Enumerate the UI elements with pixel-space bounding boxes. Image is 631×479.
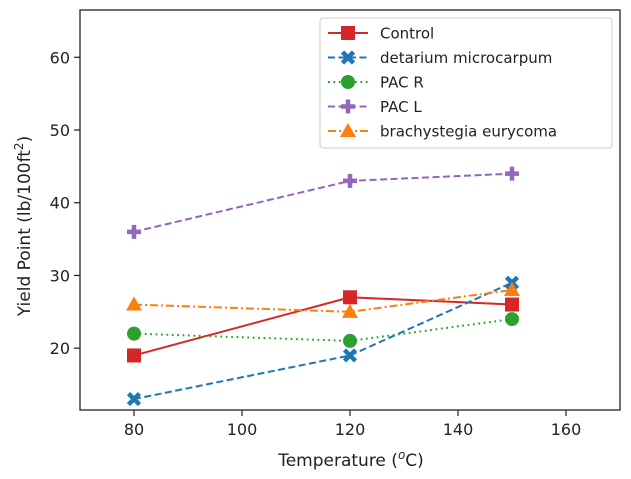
y-axis-label: Yield Point (lb/100ft2)	[12, 136, 35, 317]
legend: Control detarium microcarpum PAC R PAC L bra…	[319, 17, 613, 149]
series-point-pac-r-80	[127, 326, 141, 341]
y-tick-label-20: 20	[50, 339, 70, 358]
legend-label-pac-r: PAC R	[380, 74, 424, 92]
series-point-pac-l-120	[343, 173, 357, 188]
series-point-brachystegia-eurycoma-120	[342, 303, 358, 318]
series-point-detarium-microcarpum-120	[342, 348, 358, 363]
y-tick-label-30: 30	[50, 266, 70, 285]
series-line-control	[133, 296, 513, 357]
x-tick-label-100: 100	[227, 420, 258, 439]
series-line-pac-l	[133, 172, 513, 233]
series-point-pac-r-150	[505, 312, 519, 327]
legend-label-control: Control	[380, 25, 434, 43]
legend-marker-brachystegia-eurycoma	[340, 123, 356, 137]
series-point-brachystegia-eurycoma-150	[504, 282, 520, 296]
x-tick-label-140: 140	[443, 420, 474, 439]
series-point-control-120	[343, 290, 357, 305]
legend-label-brachystegia-eurycoma: brachystegia eurycoma	[380, 123, 557, 141]
series-line-brachystegia-eurycoma	[133, 289, 513, 313]
legend-marker-control	[341, 26, 355, 40]
y-tick-label-60: 60	[50, 48, 70, 67]
series-point-detarium-microcarpum-80	[126, 392, 142, 407]
tick-layer: 80 100 120 140 160 20 30 40 50 60	[50, 48, 582, 439]
series-point-pac-l-150	[505, 166, 519, 181]
x-tick-label-160: 160	[551, 420, 582, 439]
legend-marker-pac-l	[341, 99, 355, 114]
x-tick-label-80: 80	[124, 420, 144, 439]
y-tick-label-50: 50	[50, 121, 70, 140]
series-line-detarium-microcarpum	[133, 281, 513, 401]
series-point-control-150	[505, 297, 519, 312]
legend-label-detarium-microcarpum: detarium microcarpum	[380, 49, 552, 67]
legend-marker-detarium-microcarpum	[340, 50, 356, 65]
series-layer	[126, 166, 520, 407]
series-point-control-80	[127, 348, 141, 363]
series-point-brachystegia-eurycoma-80	[126, 296, 142, 311]
legend-label-pac-l: PAC L	[380, 98, 422, 116]
series-line-pac-r	[133, 318, 513, 342]
legend-box	[319, 17, 613, 149]
series-point-pac-l-80	[127, 224, 141, 239]
x-axis-label: Temperature (oC)	[277, 448, 424, 471]
series-point-pac-r-120	[343, 333, 357, 348]
x-tick-label-120: 120	[335, 420, 366, 439]
y-tick-label-40: 40	[50, 194, 70, 213]
legend-marker-pac-r	[341, 75, 355, 89]
